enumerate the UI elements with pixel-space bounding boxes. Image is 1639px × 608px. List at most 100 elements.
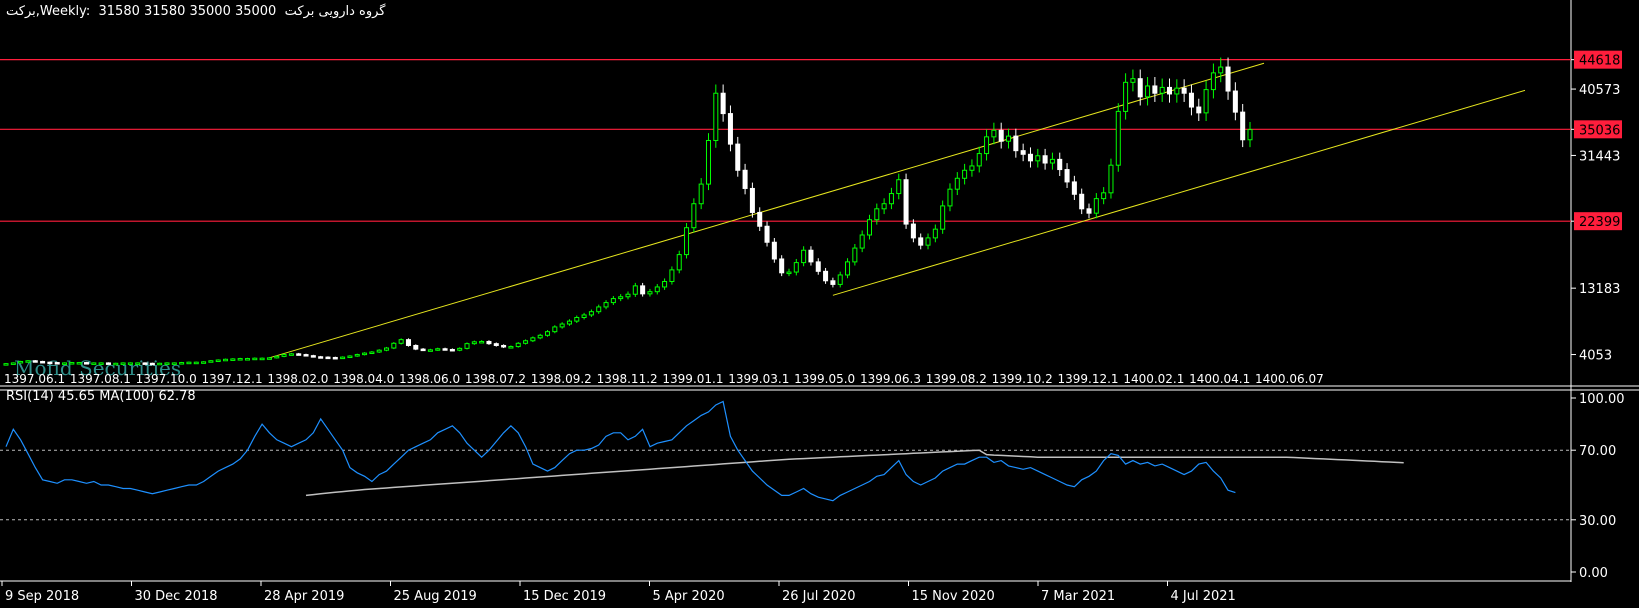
candle-body (266, 357, 272, 360)
candle-body (223, 358, 229, 362)
price-tick-label: 22399 (1579, 215, 1620, 230)
candle-body (771, 241, 777, 260)
price-tick-label: 13183 (1579, 282, 1620, 297)
candle-body (40, 360, 46, 364)
rsi-tick-label: 70.00 (1579, 444, 1616, 459)
date-tick-label: 26 Jul 2020 (782, 589, 856, 604)
shamsi-date-axis: 1397.06.1 1397.08.1 1397.10.0 1397.12.1 1398… (4, 372, 1324, 386)
candle-body (91, 362, 97, 365)
candle-body (252, 357, 258, 361)
candle-body (25, 360, 31, 363)
candle-body (1196, 106, 1202, 114)
candle-body (237, 358, 243, 361)
candle-body (486, 340, 492, 345)
shamsi-date-label: 1399.03.1 (728, 372, 789, 386)
candle-body (647, 291, 653, 295)
candle-body (69, 362, 75, 365)
candle-body (325, 356, 331, 360)
candle-body (1210, 72, 1216, 91)
candle-body (398, 339, 404, 344)
candle-body (10, 362, 16, 365)
candle-body (201, 361, 207, 364)
candle-body (1240, 111, 1246, 141)
candle-body (962, 169, 968, 179)
candle-body (662, 281, 668, 288)
price-tick-label: 31443 (1579, 149, 1620, 164)
candle-body (83, 362, 90, 365)
candle-body (501, 344, 507, 348)
candle-body (1108, 164, 1114, 194)
shamsi-date-label: 1397.06.1 (4, 372, 65, 386)
candle-body (18, 360, 24, 364)
candle-body (457, 347, 463, 351)
candle-body (888, 193, 894, 205)
shamsi-date-label: 1398.09.2 (531, 372, 592, 386)
candle-body (896, 179, 902, 195)
shamsi-date-label: 1400.02.1 (1123, 372, 1184, 386)
shamsi-date-label: 1399.08.2 (926, 372, 987, 386)
candle-body (669, 269, 675, 283)
candle-body (910, 223, 916, 239)
candle-body (823, 270, 829, 282)
candle-body (281, 354, 287, 357)
candle-body (3, 363, 9, 366)
date-tick-label: 9 Sep 2018 (5, 589, 79, 604)
candle-body (179, 362, 185, 365)
candle-body (976, 153, 982, 167)
trend-channel[interactable] (269, 62, 1526, 359)
candle-body (684, 227, 690, 256)
chart-header: برکت,Weekly: 31580 31580 35000 35000 گرو… (6, 4, 386, 19)
candle-body (603, 302, 609, 308)
candle-body (618, 296, 624, 300)
candle-body (1086, 208, 1092, 214)
candle-body (384, 347, 390, 351)
symbol-name: برکت (6, 4, 36, 19)
candle-body (493, 343, 499, 346)
rsi-tick-label: 30.00 (1579, 514, 1616, 529)
candle-body (318, 356, 324, 359)
candle-body (1188, 92, 1194, 108)
candle-body (544, 331, 551, 336)
candle-body (845, 261, 851, 276)
candle-body (691, 203, 697, 229)
candle-body (62, 362, 68, 365)
candle-body (32, 360, 38, 363)
candle-body (727, 113, 733, 145)
candle-body (288, 353, 294, 356)
candle-body (523, 340, 529, 344)
candle-body (837, 274, 843, 285)
candle-body (749, 187, 755, 213)
shamsi-date-label: 1398.04.0 (333, 372, 394, 386)
candle-body (135, 362, 141, 365)
candle-body (142, 362, 148, 365)
date-tick-label: 15 Dec 2019 (523, 589, 606, 604)
channel-upper-line (269, 62, 1265, 359)
candle-body (149, 362, 155, 366)
candle-body (1071, 181, 1077, 195)
shamsi-date-label: 1399.01.1 (662, 372, 723, 386)
candle-body (581, 314, 587, 318)
broker-watermark: Mofid Securities (14, 356, 182, 380)
candle-body (340, 356, 346, 360)
candle-body (1042, 155, 1048, 164)
candle-body (1159, 86, 1165, 94)
candle-body (1035, 155, 1041, 162)
candle-body (193, 361, 199, 365)
price-tick-label: 44618 (1579, 54, 1620, 69)
candle-body (515, 342, 521, 348)
candle-body (296, 353, 302, 356)
candle-body (874, 208, 880, 221)
candlesticks (3, 57, 1253, 366)
candle-body (1057, 158, 1063, 171)
candle-body (852, 247, 858, 263)
date-tick-label: 15 Nov 2020 (912, 589, 995, 604)
shamsi-date-label: 1400.06.07 (1255, 372, 1324, 386)
candle-body (808, 249, 814, 263)
candle-body (574, 316, 580, 322)
candle-body (925, 237, 931, 246)
candle-body (654, 286, 660, 293)
candle-body (881, 203, 887, 210)
candle-body (413, 344, 419, 350)
candle-body (1203, 89, 1209, 114)
